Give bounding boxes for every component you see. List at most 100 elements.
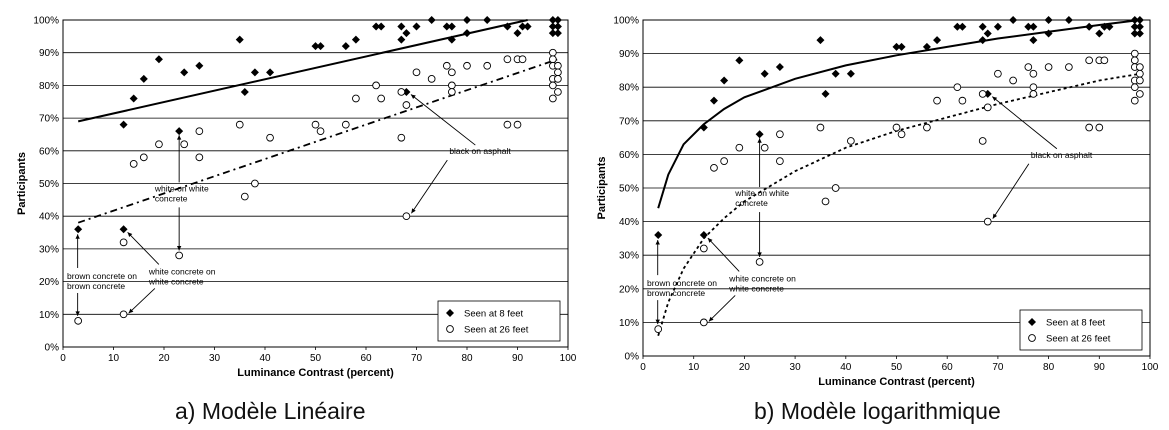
data-point-8ft	[1029, 36, 1038, 45]
data-point-26ft	[710, 163, 718, 172]
data-point-26ft	[1044, 63, 1053, 71]
legend-marker-26ft	[446, 325, 454, 333]
data-point-8ft	[978, 36, 987, 45]
data-point-26ft	[755, 258, 764, 266]
fit-line-seen-at-8-feet	[657, 19, 1141, 209]
data-point-8ft	[447, 35, 456, 44]
linear-model-chart: 0% 10% 20% 30% 40% 50% 60% 70% 80% 90% 100% 0 10 20 30…	[16, 16, 577, 380]
data-point-8ft	[523, 22, 532, 31]
data-point-26ft	[235, 120, 244, 129]
data-point-26ft	[1024, 63, 1033, 71]
annotation-label: brown concrete	[67, 281, 125, 291]
data-point-26ft	[402, 101, 411, 109]
data-point-26ft	[513, 120, 522, 129]
data-point-26ft	[554, 61, 562, 70]
data-point-8ft	[119, 225, 128, 234]
data-point-26ft	[311, 120, 320, 129]
data-point-8ft	[518, 22, 527, 31]
annotation-arrowhead	[708, 316, 714, 322]
data-point-8ft	[1095, 29, 1104, 38]
data-point-26ft	[1085, 123, 1094, 132]
data-point-26ft	[1136, 90, 1144, 98]
y-tick-label: 0%	[45, 343, 60, 354]
legend-label-26ft: Seen at 26 feet	[1046, 334, 1111, 345]
data-point-26ft	[518, 55, 527, 64]
y-axis-title: Participants	[16, 152, 28, 215]
data-point-26ft	[923, 123, 931, 132]
annotation-label: concrete	[155, 193, 188, 203]
data-point-26ft	[953, 83, 962, 92]
data-point-26ft	[847, 137, 855, 145]
data-point-26ft	[958, 96, 967, 105]
annotation-arrowhead	[655, 319, 660, 325]
x-tick-label: 90	[1094, 362, 1106, 373]
data-point-8ft	[548, 29, 557, 38]
data-point-26ft	[776, 157, 784, 165]
annotation-arrowhead	[127, 232, 133, 238]
chart-caption: b) Modèle logarithmique	[754, 398, 1001, 424]
data-point-26ft	[352, 94, 360, 103]
y-tick-label: 0%	[625, 352, 640, 363]
data-point-8ft	[720, 76, 729, 85]
x-tick-label: 80	[461, 353, 473, 364]
legend-box	[1019, 309, 1143, 351]
data-point-8ft	[993, 22, 1002, 31]
data-point-8ft	[922, 42, 931, 51]
y-tick-label: 20%	[39, 277, 59, 288]
data-point-8ft	[180, 68, 189, 77]
annotation-arrowhead	[75, 311, 80, 316]
data-point-8ft	[463, 16, 471, 24]
legend-label-26ft: Seen at 26 feet	[464, 325, 529, 336]
x-tick-label: 70	[411, 353, 423, 364]
data-point-26ft	[448, 68, 456, 77]
x-tick-label: 30	[209, 353, 221, 364]
data-point-8ft	[1130, 16, 1139, 24]
data-point-8ft	[513, 29, 522, 38]
x-tick-label: 10	[688, 362, 700, 373]
annotation-arrow	[127, 231, 160, 265]
y-tick-label: 40%	[39, 212, 59, 223]
y-tick-label: 100%	[613, 16, 639, 27]
annotation-arrow	[707, 237, 740, 272]
annotation-arrowhead	[176, 245, 182, 251]
data-point-26ft	[412, 68, 421, 77]
x-tick-label: 10	[108, 353, 120, 364]
data-point-8ft	[1009, 16, 1018, 24]
y-tick-label: 30%	[619, 251, 639, 262]
legend-marker-8ft	[1028, 318, 1036, 326]
data-point-8ft	[953, 22, 962, 31]
data-point-26ft	[1029, 90, 1038, 98]
chart-caption: a) Modèle Linéaire	[175, 398, 366, 424]
x-tick-label: 20	[739, 362, 751, 373]
annotation-arrow	[411, 159, 448, 214]
chart-panel-logarithmic: 0% 10% 20% 30% 40% 50% 60% 70% 80% 90% 100% 0 10 20 30…	[584, 0, 1169, 430]
data-point-8ft	[250, 68, 259, 77]
plot-frame	[642, 19, 1151, 357]
annotation-arrow	[991, 96, 1058, 150]
data-point-26ft	[251, 179, 259, 188]
data-point-8ft	[129, 94, 138, 103]
data-point-8ft	[1044, 16, 1053, 24]
annotation-arrow	[708, 295, 736, 322]
y-tick-label: 10%	[619, 318, 639, 329]
data-point-8ft	[654, 231, 663, 240]
data-point-8ft	[119, 120, 128, 129]
x-tick-label: 40	[259, 353, 271, 364]
data-point-8ft	[1100, 22, 1109, 31]
data-point-26ft	[1085, 56, 1094, 65]
data-point-8ft	[958, 22, 967, 31]
data-point-26ft	[1130, 96, 1139, 105]
annotation-arrowhead	[128, 308, 134, 314]
x-tick-label: 50	[310, 353, 322, 364]
data-point-26ft	[897, 130, 906, 139]
data-point-26ft	[892, 123, 901, 132]
data-point-8ft	[316, 42, 325, 51]
data-point-8ft	[397, 22, 406, 31]
data-point-26ft	[341, 120, 350, 129]
x-tick-label: 90	[512, 353, 524, 364]
annotation-arrowhead	[992, 213, 998, 219]
data-point-26ft	[983, 217, 992, 226]
x-tick-label: 100	[1142, 362, 1159, 373]
data-point-26ft	[195, 153, 204, 162]
x-tick-label: 70	[992, 362, 1004, 373]
